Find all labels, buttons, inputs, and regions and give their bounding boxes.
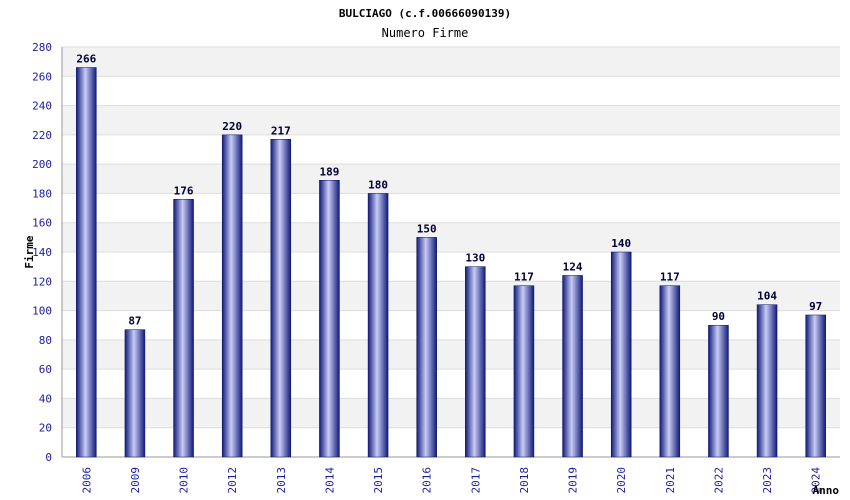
x-tick-label: 2015 — [372, 467, 385, 494]
x-tick-labels: 2006 2009 2010 2012 2013 2014 2015 2016 2017 2018… — [80, 467, 822, 494]
bar — [221, 134, 243, 458]
data-labels: 266 87 176 220 217 189 180 150 130 117 124 140 117 90… — [76, 53, 822, 328]
y-tick-label: 220 — [32, 129, 52, 142]
bars — [76, 67, 826, 458]
bar — [76, 67, 97, 458]
bar — [659, 285, 681, 458]
data-label: 150 — [417, 222, 437, 235]
y-tick-label: 200 — [32, 158, 52, 171]
y-tick-label: 100 — [32, 305, 52, 318]
data-label: 97 — [809, 300, 822, 313]
data-label: 104 — [757, 290, 777, 303]
x-tick-label: 2006 — [80, 467, 93, 494]
y-tick-label: 20 — [39, 422, 52, 435]
data-label: 189 — [320, 165, 340, 178]
x-tick-label: 2016 — [421, 467, 434, 494]
bar — [610, 251, 632, 458]
data-label: 176 — [174, 184, 194, 197]
x-tick-label: 2018 — [518, 467, 531, 494]
data-label: 217 — [271, 124, 291, 137]
x-tick-label: 2010 — [178, 467, 191, 494]
data-label: 90 — [712, 310, 725, 323]
bar — [270, 139, 292, 458]
data-label: 117 — [660, 271, 680, 284]
grid-band — [62, 105, 840, 135]
data-label: 117 — [514, 271, 534, 284]
y-tick-labels: 0 20 40 60 80 100 120 140 160 180 200 220 240 260 280 — [32, 41, 52, 464]
chart-subtitle: Numero Firme — [382, 26, 469, 40]
data-label: 220 — [222, 120, 242, 133]
x-tick-label: 2024 — [810, 467, 823, 494]
y-tick-label: 120 — [32, 275, 52, 288]
y-tick-label: 260 — [32, 70, 52, 83]
x-tick-label: 2017 — [469, 467, 482, 494]
grid-band — [62, 47, 840, 77]
data-label: 180 — [368, 178, 388, 191]
grid-band — [62, 164, 840, 194]
x-tick-label: 2022 — [712, 467, 725, 494]
x-axis-label: Anno — [813, 484, 840, 497]
y-tick-label: 60 — [39, 363, 52, 376]
x-tick-label: 2021 — [664, 467, 677, 494]
bar — [367, 193, 389, 458]
x-tick-label: 2009 — [129, 467, 142, 494]
y-tick-label: 180 — [32, 187, 52, 200]
bar — [805, 314, 826, 458]
y-tick-label: 80 — [39, 334, 52, 347]
bar — [562, 275, 583, 458]
x-tick-label: 2023 — [761, 467, 774, 494]
bar — [708, 324, 729, 458]
y-tick-label: 0 — [45, 451, 52, 464]
data-label: 87 — [128, 315, 141, 328]
bar — [124, 329, 146, 458]
x-tick-label: 2012 — [226, 467, 239, 494]
data-label: 124 — [563, 260, 583, 273]
data-label: 140 — [611, 237, 631, 250]
bar — [513, 285, 535, 458]
y-tick-label: 280 — [32, 41, 52, 54]
y-tick-label: 140 — [32, 246, 52, 259]
bar — [173, 199, 194, 458]
y-tick-label: 40 — [39, 392, 52, 405]
data-label: 266 — [76, 53, 96, 66]
bar — [756, 304, 778, 458]
x-tick-label: 2020 — [615, 467, 628, 494]
bar — [465, 266, 486, 458]
x-tick-label: 2014 — [323, 467, 336, 494]
bar — [319, 180, 340, 458]
chart-title: BULCIAGO (c.f.00666090139) — [339, 7, 511, 20]
bar — [416, 237, 437, 458]
y-tick-label: 160 — [32, 217, 52, 230]
x-tick-label: 2019 — [567, 467, 580, 494]
x-tick-label: 2013 — [275, 467, 288, 494]
y-tick-label: 240 — [32, 100, 52, 113]
y-axis-label: Firme — [23, 235, 36, 268]
data-label: 130 — [465, 252, 485, 265]
